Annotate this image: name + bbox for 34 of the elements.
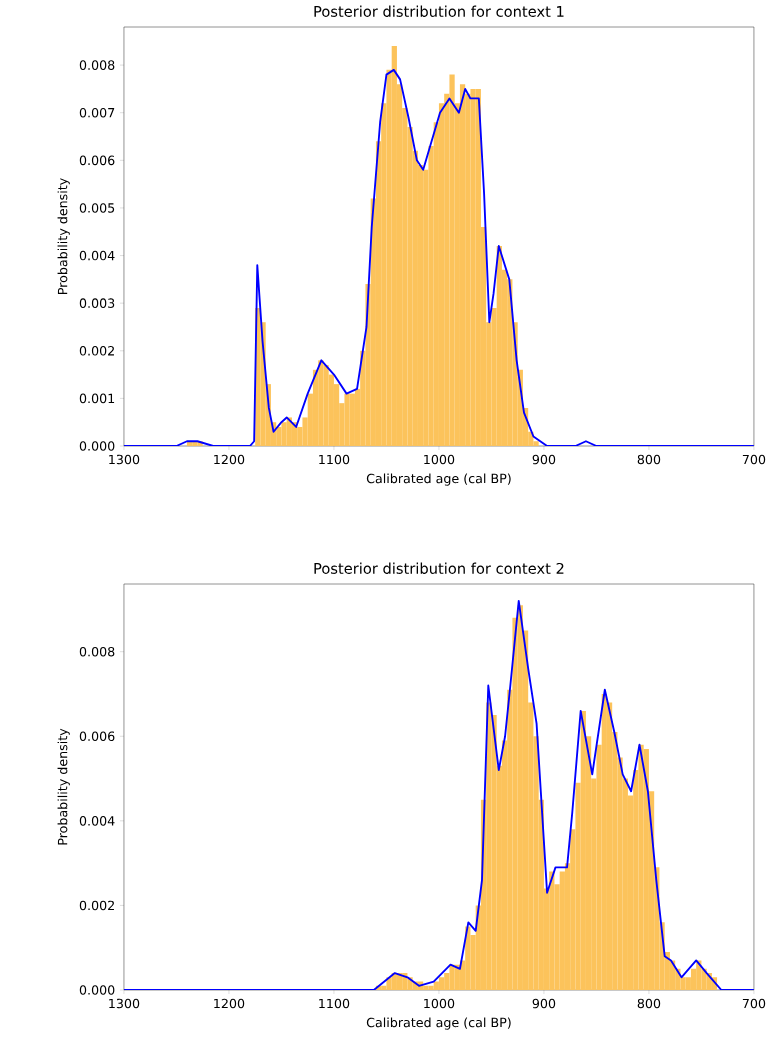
x-tick-label: 1200 [213, 454, 244, 465]
x-tick-label: 1000 [423, 998, 454, 1009]
y-axis-title: Probability density [57, 178, 70, 294]
y-tick-label: 0.004 [79, 250, 115, 261]
x-tick-label: 700 [742, 998, 765, 1009]
x-tick-label: 1200 [213, 998, 244, 1009]
y-tick-label: 0.004 [79, 816, 115, 826]
y-tick-label: 0.008 [79, 646, 115, 657]
x-tick-label: 1300 [108, 998, 139, 1009]
y-tick-label: 0.000 [79, 441, 115, 451]
y-tick-label: 0.005 [79, 203, 114, 213]
y-tick-label: 0.000 [79, 985, 115, 995]
chart-title: Posterior distribution for context 1 [314, 5, 564, 17]
x-tick-label: 1100 [318, 998, 349, 1009]
x-axis-title: Calibrated age (cal BP) [366, 473, 511, 486]
y-tick-label: 0.006 [79, 731, 115, 742]
x-axis-title: Calibrated age (cal BP) [366, 1017, 511, 1030]
chart-title: Posterior distribution for context 2 [314, 562, 564, 574]
x-tick-label: 1300 [108, 454, 139, 465]
x-tick-label: 800 [637, 454, 660, 465]
y-tick-label: 0.008 [79, 60, 115, 70]
y-tick-label: 0.003 [79, 298, 114, 308]
y-tick-label: 0.006 [79, 155, 115, 166]
x-tick-label: 1000 [423, 454, 454, 465]
x-tick-label: 1100 [318, 454, 349, 465]
x-tick-label: 800 [637, 998, 660, 1009]
y-axis-title: Probability density [57, 728, 70, 845]
y-tick-label: 0.007 [79, 107, 114, 118]
y-tick-label: 0.001 [79, 393, 114, 404]
y-tick-label: 0.002 [79, 900, 114, 911]
y-tick-label: 0.002 [79, 345, 114, 356]
x-tick-label: 900 [532, 454, 555, 465]
x-tick-label: 700 [742, 454, 765, 465]
x-tick-label: 900 [532, 998, 555, 1009]
